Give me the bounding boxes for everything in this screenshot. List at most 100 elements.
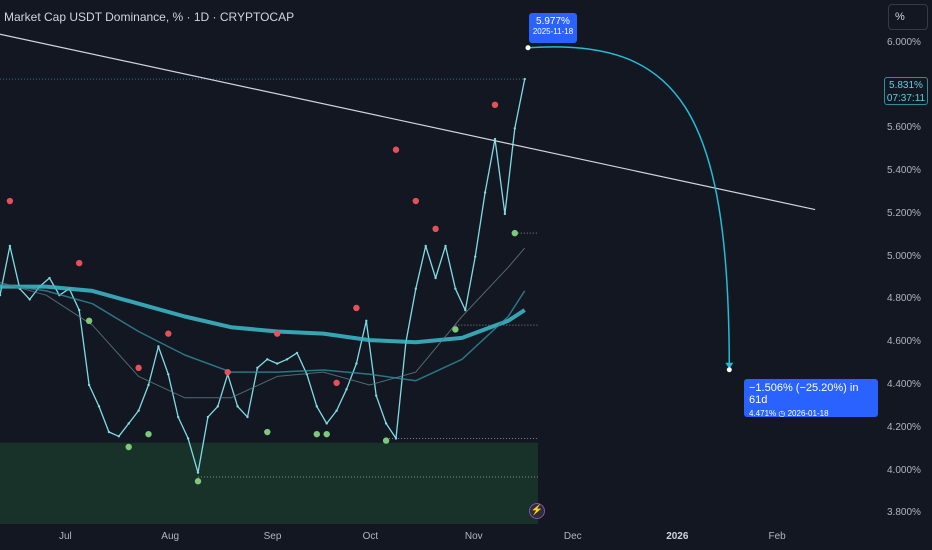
price-point [493, 137, 497, 141]
price-point [28, 298, 31, 301]
swing-low-marker [511, 229, 518, 237]
lightning-icon[interactable]: ⚡ [529, 503, 545, 519]
swing-low-marker [194, 478, 202, 485]
y-tick-label: 3.800% [887, 507, 921, 519]
price-point [474, 255, 477, 258]
price-point [483, 191, 487, 194]
projection-start-value: 5.977% [536, 16, 570, 27]
swing-low-marker [145, 430, 152, 438]
x-tick-label: Aug [161, 531, 180, 542]
y-tick-label: 5.400% [887, 165, 921, 177]
price-point [266, 358, 269, 361]
projection-change: −1.506% (−25.20%) in 61d [749, 382, 859, 406]
price-point [236, 405, 239, 408]
price-point [295, 351, 299, 355]
price-point [355, 362, 358, 365]
swing-high-marker [353, 304, 360, 312]
projection-target-line: 4.471% ◷ 2026-01-18 [749, 409, 878, 418]
projection-target-value: 4.471% [749, 409, 777, 418]
price-point [285, 358, 289, 361]
swing-high-marker [224, 368, 231, 376]
x-tick-label: Sep [263, 531, 282, 542]
projection-end-point [726, 367, 732, 373]
projection-start-point [525, 45, 531, 51]
price-point [503, 212, 507, 216]
y-tick-label: 4.000% [887, 464, 921, 476]
swing-low-marker [125, 443, 132, 451]
swing-high-marker [491, 101, 499, 109]
price-point [206, 415, 210, 419]
price-point [276, 362, 279, 365]
swing-high-marker [432, 225, 439, 233]
price-point [325, 422, 328, 425]
price-point [167, 373, 170, 376]
support-zone [0, 442, 538, 524]
y-tick-label: 4.800% [887, 293, 921, 305]
percent-scale-button[interactable]: % [888, 4, 928, 30]
swing-high-marker [76, 259, 83, 267]
price-point [444, 244, 447, 248]
clock-icon: ◷ [778, 409, 786, 418]
price-point [127, 422, 130, 425]
price-point [97, 405, 101, 408]
price-point [117, 435, 121, 438]
price-point [454, 287, 457, 290]
price-point [147, 383, 150, 387]
price-point [8, 244, 12, 248]
projection-arrowhead [725, 362, 734, 369]
price-point [375, 394, 378, 397]
ma-mid-line [0, 283, 526, 382]
price-point [107, 430, 111, 434]
price-point [177, 415, 180, 419]
y-tick-label: 5.000% [887, 250, 921, 262]
projection-arc [527, 46, 731, 370]
price-point [384, 422, 388, 425]
price-point [464, 308, 467, 312]
price-point [216, 405, 219, 408]
ma-long-line [0, 284, 526, 345]
price-point [394, 437, 398, 440]
price-point [0, 293, 2, 297]
y-tick-label: 6.000% [887, 36, 921, 48]
y-tick-label: 4.200% [887, 421, 921, 433]
x-tick-label: Oct [362, 531, 379, 542]
x-tick-label: Jul [59, 531, 72, 542]
x-tick-label: Dec [563, 531, 582, 542]
y-tick-label: 4.400% [887, 378, 921, 390]
swing-low-marker [313, 430, 320, 438]
y-tick-label: 5.200% [887, 207, 921, 219]
descending-trendline [0, 33, 816, 211]
swing-high-marker [165, 330, 172, 337]
x-tick-label: Nov [464, 531, 483, 542]
price-point [513, 127, 516, 130]
swing-high-marker [333, 379, 340, 387]
price-point [414, 287, 417, 290]
price-point [48, 276, 51, 280]
swing-low-marker [264, 428, 271, 436]
last-price-tag: 5.831% 07:37:11 [884, 77, 928, 105]
projection-start-date: 2025-11-18 [532, 27, 574, 36]
price-point [157, 345, 160, 348]
price-point [256, 366, 259, 370]
swing-low-marker [323, 430, 330, 438]
y-tick-label: 5.600% [887, 122, 921, 134]
chart-title: Market Cap USDT Dominance, % · 1D · CRYP… [4, 10, 295, 24]
price-point [137, 409, 140, 412]
projection-target-date: 2026-01-18 [787, 409, 829, 418]
price-point [78, 308, 81, 312]
projection-end-callout[interactable]: −1.506% (−25.20%) in 61d 4.471% ◷ 2026-0… [744, 379, 878, 418]
swing-high-marker [392, 146, 400, 153]
projection-start-callout[interactable]: 5.977% 2025-11-18 [529, 13, 577, 43]
swing-high-marker [6, 197, 14, 205]
price-line [0, 78, 526, 474]
last-price-value: 5.831% [889, 80, 923, 91]
price-point [196, 471, 200, 474]
price-point [424, 244, 427, 248]
price-point [345, 388, 348, 391]
swing-low-marker [85, 317, 93, 325]
price-point [246, 415, 249, 419]
swing-low-marker [452, 326, 459, 333]
swing-high-marker [412, 197, 419, 205]
swing-high-marker [274, 330, 281, 337]
